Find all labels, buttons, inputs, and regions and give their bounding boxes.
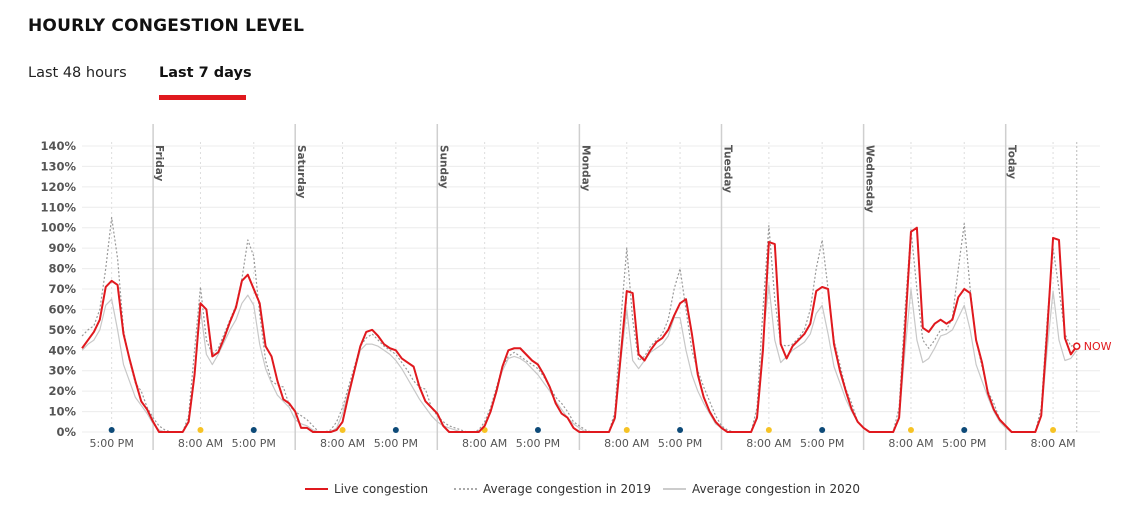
evening-marker <box>392 427 399 433</box>
x-tick-label: 8:00 AM <box>604 437 649 450</box>
y-tick-label: 60% <box>48 302 76 316</box>
y-tick-label: 140% <box>40 139 76 153</box>
series-line-live <box>81 226 1078 433</box>
morning-marker <box>765 427 772 433</box>
x-tick-label: 5:00 PM <box>89 437 133 450</box>
evening-marker <box>250 427 257 433</box>
legend-swatch-2020 <box>663 488 686 490</box>
y-tick-label: 40% <box>48 343 76 357</box>
legend-swatch-2019 <box>454 488 477 490</box>
legend-item-live[interactable]: Live congestion <box>305 482 428 496</box>
day-label: Wednesday <box>864 145 876 213</box>
y-tick-label: 30% <box>48 364 76 378</box>
day-label: Saturday <box>295 145 307 199</box>
morning-marker <box>1050 427 1057 433</box>
legend-label: Average congestion in 2019 <box>483 482 651 496</box>
evening-marker <box>819 427 826 433</box>
legend-label: Average congestion in 2020 <box>692 482 860 496</box>
y-tick-label: 100% <box>40 221 76 235</box>
day-label: Tuesday <box>722 145 734 193</box>
x-tick-label: 8:00 AM <box>462 437 507 450</box>
congestion-chart: 0% 10% 20% 30% 40% 50% 60% 70% 80% 90% 100% 110% 120… <box>40 124 1112 450</box>
evening-marker <box>534 427 541 433</box>
x-tick-label: 5:00 PM <box>800 437 844 450</box>
y-tick-label: 130% <box>40 159 76 173</box>
x-tick-label: 8:00 AM <box>746 437 791 450</box>
y-tick-label: 10% <box>48 405 76 419</box>
tab-last-7-days[interactable]: Last 7 days <box>159 65 252 81</box>
morning-marker <box>197 427 204 433</box>
y-tick-label: 80% <box>48 262 76 276</box>
tab-last-48-hours[interactable]: Last 48 hours <box>28 65 127 81</box>
now-label: NOW <box>1084 340 1112 353</box>
morning-marker <box>907 427 914 433</box>
y-tick-label: 20% <box>48 384 76 398</box>
series-line-avg2020 <box>81 284 1078 433</box>
x-tick-label: 5:00 PM <box>942 437 986 450</box>
page-title: HOURLY CONGESTION LEVEL <box>28 16 305 36</box>
x-tick-label: 8:00 AM <box>888 437 933 450</box>
legend-item-2019[interactable]: Average congestion in 2019 <box>454 482 651 496</box>
y-tick-label: 70% <box>48 282 76 296</box>
day-label: Monday <box>579 145 591 191</box>
x-tick-label: 8:00 AM <box>178 437 223 450</box>
legend-label: Live congestion <box>334 482 429 496</box>
morning-marker <box>339 427 346 433</box>
active-tab-indicator <box>159 95 246 100</box>
x-tick-label: 8:00 AM <box>1030 437 1075 450</box>
y-tick-label: 120% <box>40 180 76 194</box>
evening-marker <box>677 427 684 433</box>
day-label: Friday <box>153 145 165 182</box>
evening-marker <box>108 427 115 433</box>
evening-marker <box>961 427 968 433</box>
x-tick-label: 5:00 PM <box>374 437 418 450</box>
morning-marker <box>623 427 630 433</box>
legend-swatch-live <box>305 488 328 490</box>
y-tick-label: 110% <box>40 200 76 214</box>
now-point <box>1073 342 1081 350</box>
x-tick-label: 5:00 PM <box>516 437 560 450</box>
y-tick-label: 0% <box>56 425 76 439</box>
x-tick-label: 5:00 PM <box>658 437 702 450</box>
x-tick-label: 5:00 PM <box>232 437 276 450</box>
y-tick-label: 90% <box>48 241 76 255</box>
series-line-avg2019 <box>81 216 1077 433</box>
day-label: Sunday <box>437 145 449 189</box>
x-tick-label: 8:00 AM <box>320 437 365 450</box>
day-label: Today <box>1006 145 1018 179</box>
legend-item-2020[interactable]: Average congestion in 2020 <box>663 482 860 496</box>
y-tick-label: 50% <box>48 323 76 337</box>
